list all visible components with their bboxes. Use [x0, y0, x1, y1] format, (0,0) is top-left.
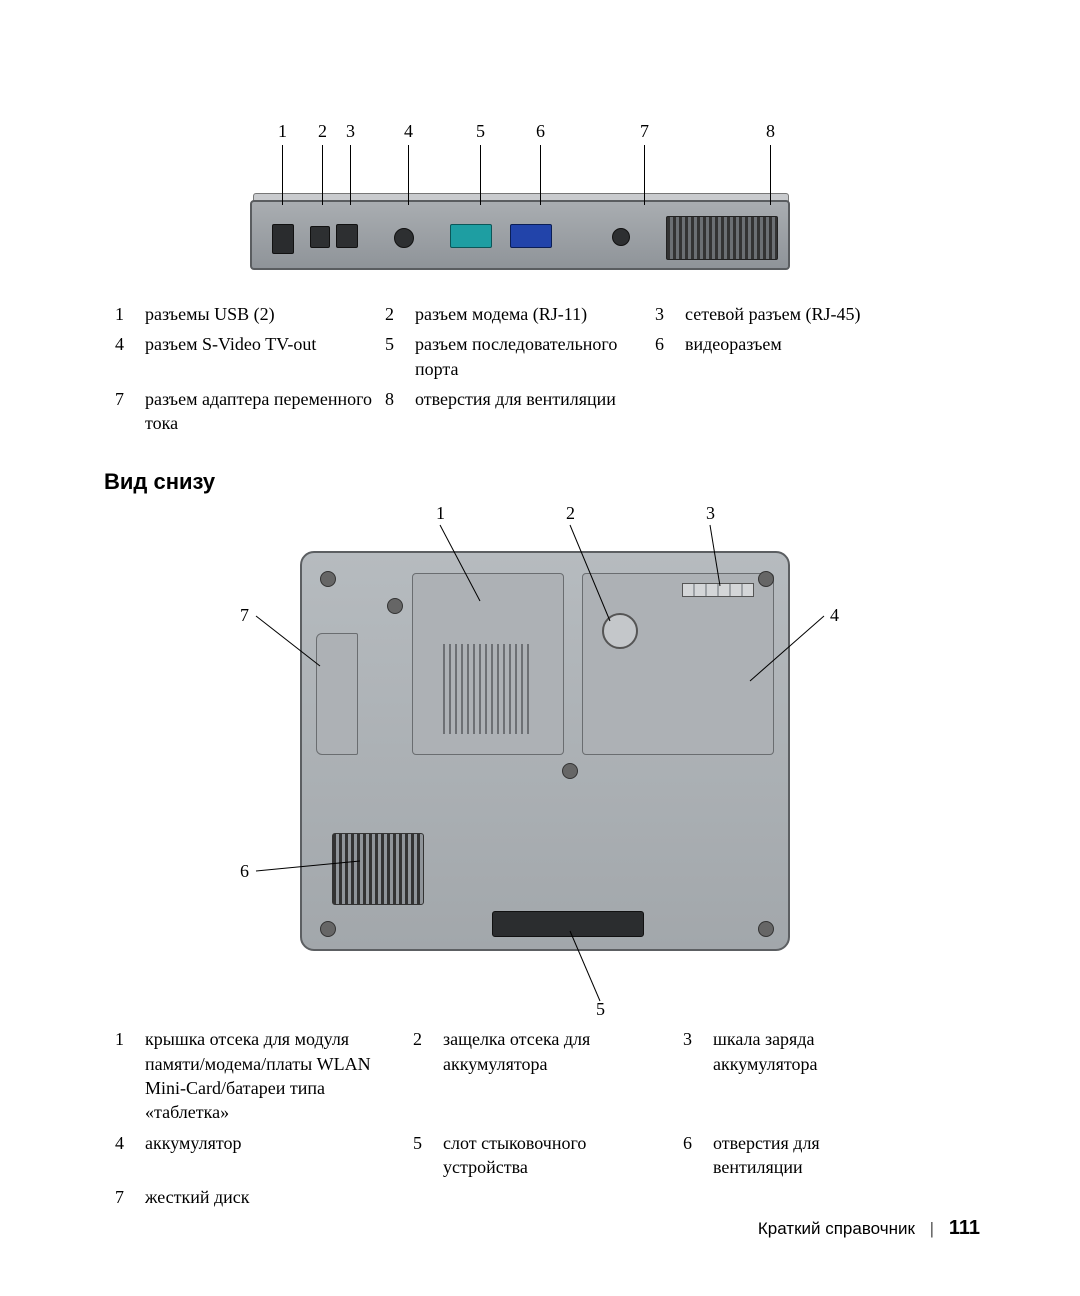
callout-5: 5	[476, 121, 485, 142]
legend-label: жесткий диск	[145, 1185, 405, 1209]
legend-num: 1	[115, 302, 137, 326]
callout-4: 4	[404, 121, 413, 142]
legend-label: шкала заряда аккумулятора	[713, 1027, 913, 1124]
legend-num: 8	[385, 387, 407, 436]
callout-3: 3	[346, 121, 355, 142]
legend-label: сетевой разъем (RJ-45)	[685, 302, 885, 326]
memory-cover-icon	[412, 573, 564, 755]
callout-1: 1	[278, 121, 287, 142]
legend-label: разъем S-Video TV-out	[145, 332, 377, 381]
legend-row: 7 разъем адаптера переменного тока 8 отв…	[115, 387, 965, 436]
svideo-port-icon	[394, 228, 414, 248]
legend-row: 1 разъемы USB (2) 2 разъем модема (RJ-11…	[115, 302, 965, 326]
legend-num: 6	[683, 1131, 705, 1180]
usb-port-icon	[272, 224, 294, 254]
legend-num: 3	[655, 302, 677, 326]
legend-label: разъемы USB (2)	[145, 302, 377, 326]
leader-4: 4	[408, 145, 409, 205]
leader-3: 3	[350, 145, 351, 205]
back-view-legend: 1 разъемы USB (2) 2 разъем модема (RJ-11…	[115, 302, 965, 435]
legend-label: аккумулятор	[145, 1131, 405, 1180]
screw-icon	[387, 598, 403, 614]
section-title: Вид снизу	[104, 469, 980, 495]
legend-label: крышка отсека для модуля памяти/модема/п…	[145, 1027, 405, 1124]
callout-b7: 7	[240, 605, 249, 626]
leader-7: 7	[644, 145, 645, 205]
legend-num: 4	[115, 1131, 137, 1180]
callout-b2: 2	[566, 503, 575, 524]
legend-num: 2	[385, 302, 407, 326]
legend-label: разъем адаптера переменного тока	[145, 387, 377, 436]
callout-b1: 1	[436, 503, 445, 524]
leader-1: 1	[282, 145, 283, 205]
memory-cover-vent-icon	[443, 644, 533, 734]
callout-6: 6	[536, 121, 545, 142]
legend-label: разъем модема (RJ-11)	[415, 302, 647, 326]
laptop-back-body	[250, 200, 790, 270]
callout-2: 2	[318, 121, 327, 142]
legend-row: 1 крышка отсека для модуля памяти/модема…	[115, 1027, 965, 1124]
legend-row: 4 разъем S-Video TV-out 5 разъем последо…	[115, 332, 965, 381]
screw-icon	[320, 921, 336, 937]
back-view-diagram: 1 2 3 4 5 6 7 8	[190, 90, 890, 290]
bottom-vent-icon	[332, 833, 424, 905]
docking-slot-icon	[492, 911, 644, 937]
hdd-icon	[316, 633, 358, 755]
callout-b4: 4	[830, 605, 839, 626]
legend-num: 7	[115, 387, 137, 436]
callout-b3: 3	[706, 503, 715, 524]
legend-label: отверстия для вентиляции	[415, 387, 647, 436]
bottom-view-legend: 1 крышка отсека для модуля памяти/модема…	[115, 1027, 965, 1209]
ac-adapter-port-icon	[612, 228, 630, 246]
legend-label: отверстия для вентиляции	[713, 1131, 913, 1180]
leader-8: 8	[770, 145, 771, 205]
leader-2: 2	[322, 145, 323, 205]
screw-icon	[562, 763, 578, 779]
legend-label: слот стыковочного устройства	[443, 1131, 675, 1180]
page-number: 111	[949, 1217, 980, 1239]
callout-b6: 6	[240, 861, 249, 882]
leader-5: 5	[480, 145, 481, 205]
footer-title: Краткий справочник	[758, 1219, 915, 1238]
rj45-port-icon	[336, 224, 358, 248]
legend-num: 5	[413, 1131, 435, 1180]
callout-8: 8	[766, 121, 775, 142]
legend-num: 4	[115, 332, 137, 381]
legend-num: 6	[655, 332, 677, 381]
document-page: 1 2 3 4 5 6 7 8 1 разъемы USB (2) 2 разъ…	[0, 0, 1080, 1296]
page-footer: Краткий справочник | 111	[758, 1217, 980, 1240]
legend-num: 1	[115, 1027, 137, 1124]
legend-row: 4 аккумулятор 5 слот стыковочного устрой…	[115, 1131, 965, 1180]
legend-label: разъем последовательного порта	[415, 332, 647, 381]
legend-label: видеоразъем	[685, 332, 885, 381]
legend-row: 7 жесткий диск	[115, 1185, 965, 1209]
legend-label: защелка отсека для аккумулятора	[443, 1027, 675, 1124]
charge-gauge-icon	[682, 583, 754, 597]
vga-port-icon	[510, 224, 552, 248]
legend-num: 7	[115, 1185, 137, 1209]
legend-num: 3	[683, 1027, 705, 1124]
screw-icon	[320, 571, 336, 587]
footer-separator-icon: |	[930, 1219, 934, 1238]
battery-panel-icon	[582, 573, 774, 755]
legend-num: 5	[385, 332, 407, 381]
laptop-bottom-body	[300, 551, 790, 951]
bottom-view-diagram: 1 2 3 4 7 6 5	[140, 501, 940, 1021]
legend-num: 2	[413, 1027, 435, 1124]
callout-7: 7	[640, 121, 649, 142]
callout-b5: 5	[596, 999, 605, 1020]
leader-6: 6	[540, 145, 541, 205]
screw-icon	[758, 921, 774, 937]
serial-port-icon	[450, 224, 492, 248]
vent-slots-icon	[666, 216, 778, 260]
rj11-port-icon	[310, 226, 330, 248]
